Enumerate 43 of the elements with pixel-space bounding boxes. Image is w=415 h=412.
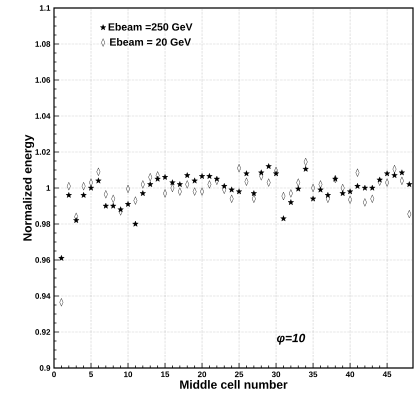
point xyxy=(391,172,398,178)
point xyxy=(354,183,361,189)
y-axis-title: Normalized energy xyxy=(22,134,34,241)
point xyxy=(147,181,154,188)
point xyxy=(58,255,64,261)
point xyxy=(288,199,294,206)
point xyxy=(66,192,72,198)
point xyxy=(169,179,176,186)
point xyxy=(124,201,132,207)
point xyxy=(162,174,168,180)
legend-label: Ebeam = 20 GeV xyxy=(110,38,192,46)
point xyxy=(192,178,198,184)
point xyxy=(280,215,287,222)
point xyxy=(398,170,405,176)
point xyxy=(250,190,257,196)
point xyxy=(266,163,272,170)
point xyxy=(347,188,354,194)
point xyxy=(369,184,376,191)
point xyxy=(406,181,412,188)
point xyxy=(295,186,302,192)
annotation: φ=10 xyxy=(276,334,306,345)
legend-label: Ebeam =250 GeV xyxy=(108,22,192,31)
point xyxy=(102,202,109,209)
point xyxy=(110,202,116,209)
point xyxy=(206,173,212,179)
point xyxy=(384,170,390,176)
point xyxy=(317,186,324,192)
point xyxy=(184,172,190,178)
point xyxy=(310,196,316,202)
point xyxy=(228,186,235,192)
point xyxy=(132,220,138,227)
point xyxy=(236,188,242,194)
point xyxy=(302,166,309,172)
point xyxy=(362,184,368,191)
point xyxy=(199,173,206,179)
point xyxy=(176,181,183,188)
point xyxy=(243,170,250,176)
point xyxy=(88,184,94,191)
point xyxy=(95,178,102,184)
point xyxy=(80,192,87,198)
x-axis-title: Middle cell number xyxy=(180,380,288,389)
point xyxy=(340,190,346,196)
point xyxy=(140,190,146,196)
